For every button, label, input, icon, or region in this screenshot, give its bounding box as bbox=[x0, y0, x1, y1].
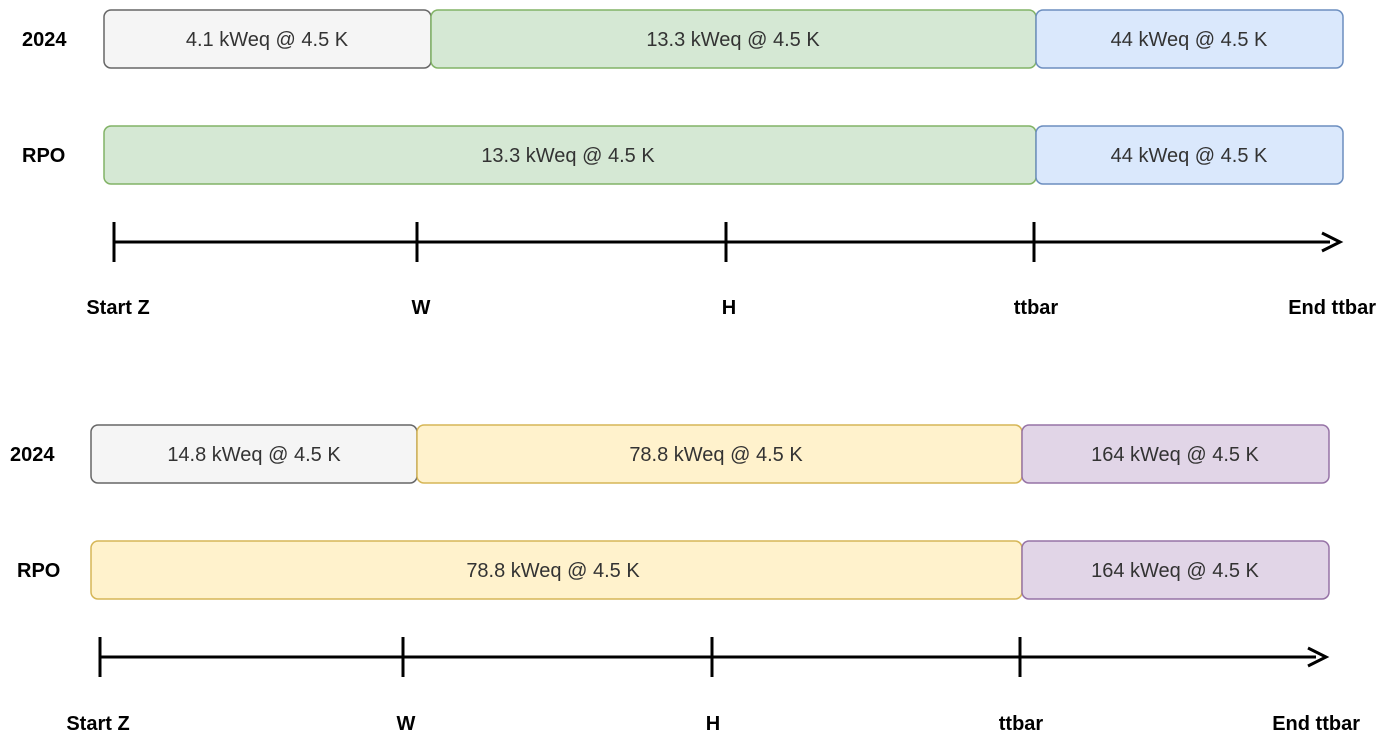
row-label-2024: 2024 bbox=[22, 29, 67, 51]
row-label-2024: 2024 bbox=[10, 444, 55, 466]
tick-label-h: H bbox=[706, 713, 720, 735]
tick-label-w: W bbox=[397, 713, 416, 735]
row-label-rpo: RPO bbox=[22, 145, 65, 167]
tick-label-ttbar: ttbar bbox=[1014, 297, 1059, 319]
tick-label-start-z: Start Z bbox=[86, 297, 149, 319]
arrow-head-icon bbox=[1321, 231, 1344, 253]
segment-box bbox=[1035, 9, 1344, 69]
tick-label-w: W bbox=[412, 297, 431, 319]
tick-label-start-z: Start Z bbox=[66, 713, 129, 735]
segment-label: 14.8 kWeq @ 4.5 K bbox=[167, 444, 341, 466]
tick-label-end-ttbar: End ttbar bbox=[1272, 713, 1360, 735]
tick-label-ttbar: ttbar bbox=[999, 713, 1044, 735]
segment-label: 164 kWeq @ 4.5 K bbox=[1091, 444, 1259, 466]
segment-label: 78.8 kWeq @ 4.5 K bbox=[466, 560, 640, 582]
segment-box bbox=[1035, 125, 1344, 185]
tick-label-end-ttbar: End ttbar bbox=[1288, 297, 1376, 319]
segment-label: 164 kWeq @ 4.5 K bbox=[1091, 560, 1259, 582]
segment-label: 13.3 kWeq @ 4.5 K bbox=[481, 145, 655, 167]
row-label-rpo: RPO bbox=[17, 560, 60, 582]
tick-label-h: H bbox=[722, 297, 736, 319]
diagram-top: 2024 4.1 kWeq @ 4.5 K 13.3 kWeq @ 4.5 K … bbox=[22, 9, 1376, 319]
segment-label: 4.1 kWeq @ 4.5 K bbox=[186, 29, 349, 51]
segment-box bbox=[1021, 424, 1330, 484]
segment-label: 78.8 kWeq @ 4.5 K bbox=[629, 444, 803, 466]
segment-box bbox=[1021, 540, 1330, 600]
segment-label: 13.3 kWeq @ 4.5 K bbox=[646, 29, 820, 51]
segment-label: 44 kWeq @ 4.5 K bbox=[1111, 145, 1268, 167]
diagram-bottom: 2024 14.8 kWeq @ 4.5 K 78.8 kWeq @ 4.5 K… bbox=[10, 424, 1360, 735]
segment-label: 44 kWeq @ 4.5 K bbox=[1111, 29, 1268, 51]
arrow-head-icon bbox=[1307, 646, 1330, 668]
